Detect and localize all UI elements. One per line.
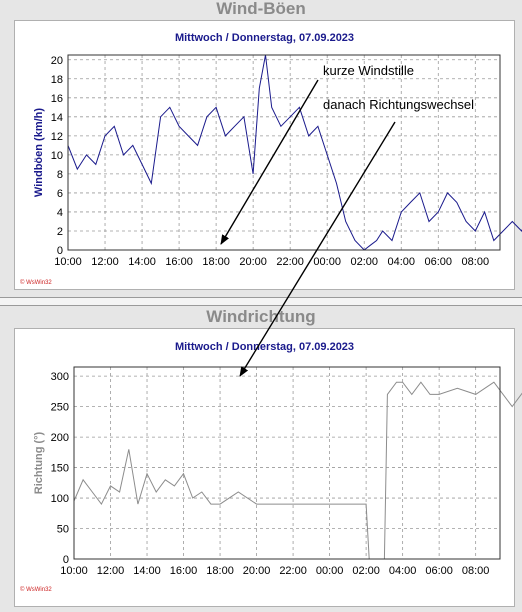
plot-border [67, 54, 501, 251]
y-axis-label: Windböen (km/h) [33, 108, 45, 197]
annotation-calm: kurze Windstille [323, 63, 415, 78]
y-tick-label: 250 [51, 402, 69, 414]
wind-gust-panel: Wind-Böen Mittwoch / Donnerstag, 07.09.2… [0, 0, 522, 297]
y-tick-label: 14 [51, 112, 63, 124]
x-tick-label: 00:00 [313, 256, 341, 268]
y-tick-label: 12 [51, 131, 63, 143]
y-tick-label: 8 [57, 169, 63, 181]
y-tick-label: 20 [51, 55, 63, 67]
x-tick-label: 06:00 [425, 565, 453, 577]
x-tick-label: 20:00 [239, 256, 267, 268]
x-tick-label: 14:00 [133, 565, 161, 577]
x-tick-label: 08:00 [462, 565, 490, 577]
y-axis-label: Richtung (°) [33, 431, 45, 494]
series-line [73, 381, 522, 560]
x-tick-label: 20:00 [243, 565, 271, 577]
y-tick-label: 18 [51, 74, 63, 86]
arrow-direction-change [239, 121, 396, 377]
x-tick-label: 10:00 [54, 256, 82, 268]
x-tick-label: 02:00 [350, 256, 378, 268]
plot-border [73, 366, 501, 560]
y-tick-label: 50 [57, 524, 69, 536]
y-tick-label: 300 [51, 371, 69, 383]
y-tick-label: 150 [51, 463, 69, 475]
series-line [67, 54, 522, 251]
x-tick-label: 22:00 [276, 256, 304, 268]
y-tick-label: 0 [63, 554, 69, 566]
x-tick-label: 22:00 [279, 565, 307, 577]
x-tick-label: 06:00 [425, 256, 453, 268]
y-tick-label: 2 [57, 226, 63, 238]
chart1-title: Wind-Böen [216, 0, 306, 18]
plot-area [73, 366, 501, 560]
y-tick-label: 10 [51, 150, 63, 162]
x-tick-label: 12:00 [91, 256, 119, 268]
x-tick-label: 04:00 [387, 256, 415, 268]
chart1-watermark: © WsWin32 [20, 280, 52, 286]
chart2-subtitle: Mittwoch / Donnerstag, 07.09.2023 [174, 341, 355, 353]
x-tick-label: 12:00 [97, 565, 125, 577]
x-tick-label: 00:00 [316, 565, 344, 577]
x-tick-label: 04:00 [389, 565, 417, 577]
chart1-subtitle: Mittwoch / Donnerstag, 07.09.2023 [174, 32, 355, 44]
x-tick-label: 16:00 [170, 565, 198, 577]
chart2-watermark: © WsWin32 [20, 587, 52, 593]
y-tick-label: 0 [57, 245, 63, 257]
y-tick-label: 4 [57, 207, 63, 219]
arrow-calm [220, 79, 319, 245]
x-tick-label: 02:00 [352, 565, 380, 577]
y-tick-label: 6 [57, 188, 63, 200]
x-tick-label: 08:00 [462, 256, 490, 268]
y-tick-label: 200 [51, 432, 69, 444]
wind-gust-chart: 0 2 4 6 8 10 12 14 16 18 20 10:00 12:00 14:00 16:00 18:… [33, 54, 522, 268]
wind-direction-chart: 0 50 100 150 200 250 300 10:00 12:00 14:00 16:00 18… [33, 366, 522, 577]
wind-direction-panel: Windrichtung Mittwoch / Donnerstag, 07.0… [0, 306, 522, 612]
panel-separator [0, 297, 522, 306]
y-tick-label: 100 [51, 493, 69, 505]
annotation-direction-change: danach Richtungswechsel [323, 97, 475, 112]
y-tick-label: 16 [51, 93, 63, 105]
x-tick-label: 14:00 [128, 256, 156, 268]
chart2-title: Windrichtung [206, 307, 316, 326]
x-tick-label: 18:00 [202, 256, 230, 268]
x-tick-label: 18:00 [206, 565, 234, 577]
x-tick-label: 10:00 [60, 565, 88, 577]
x-tick-label: 16:00 [165, 256, 193, 268]
